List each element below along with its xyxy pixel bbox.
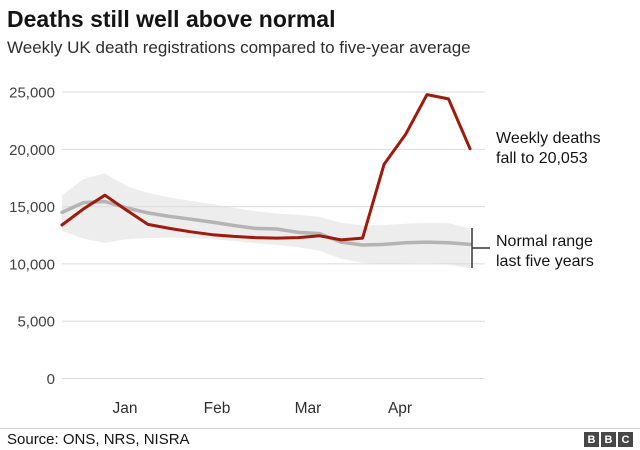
y-tick-label-5000: 5,000 (17, 314, 55, 331)
bbc-logo-block-b1: B (584, 432, 599, 447)
weekly-deaths-callout-line2: fall to 20,053 (496, 150, 588, 167)
weekly-deaths-line (60, 93, 472, 242)
page-subtitle: Weekly UK death registrations compared t… (7, 38, 471, 57)
normal-range-bracket (471, 228, 490, 268)
bbc-logo-block-c: C (618, 432, 633, 447)
five-year-average-line (60, 199, 472, 247)
y-tick-label-20000: 20,000 (9, 142, 55, 159)
y-tick-label-15000: 15,000 (9, 199, 55, 216)
normal-range-callout-line2: last five years (496, 253, 594, 270)
y-tick-label-0: 0 (47, 371, 55, 388)
y-gridlines (62, 91, 485, 379)
bbc-logo-block-b2: B (601, 432, 616, 447)
weekly-deaths-callout-line1: Weekly deaths (496, 130, 601, 147)
x-tick-label-apr: Apr (388, 400, 412, 417)
bbc-logo: B B C (584, 432, 633, 447)
normal-range-band (62, 173, 470, 269)
y-tick-label-25000: 25,000 (9, 85, 55, 102)
normal-range-callout-line1: Normal range (496, 233, 593, 250)
page-title: Deaths still well above normal (7, 6, 336, 32)
footer-divider (0, 428, 640, 429)
y-tick-label-10000: 10,000 (9, 256, 55, 273)
source-text: Source: ONS, NRS, NISRA (7, 431, 190, 448)
x-tick-label-jan: Jan (113, 400, 138, 417)
y-axis-labels: 25,000 20,000 15,000 10,000 5,000 0 (9, 85, 55, 388)
x-tick-label-feb: Feb (204, 400, 231, 417)
x-tick-label-mar: Mar (295, 400, 322, 417)
deaths-line-chart: 25,000 20,000 15,000 10,000 5,000 0 Weekly de… (9, 85, 601, 417)
x-axis-labels: Jan Feb Mar Apr (113, 400, 413, 417)
footer: Source: ONS, NRS, NISRA B B C (0, 429, 640, 450)
